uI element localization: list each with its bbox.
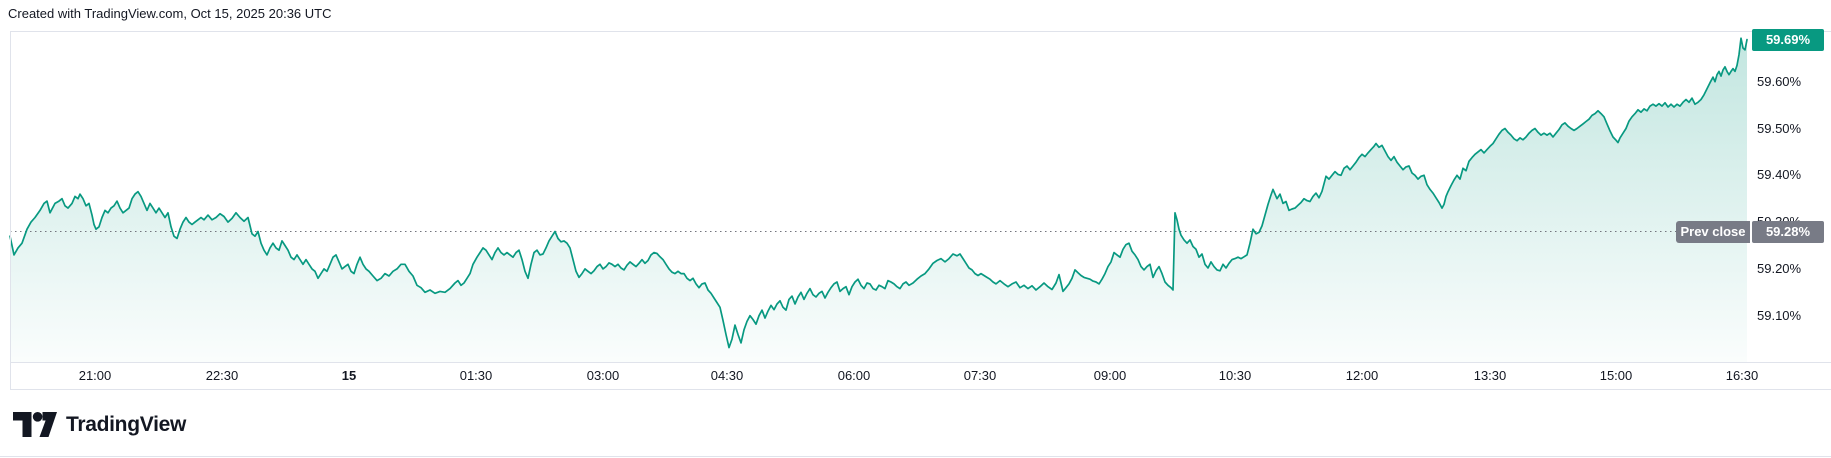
prev-close-label-badge: Prev close <box>1676 221 1750 243</box>
tradingview-logo-link[interactable]: TradingView <box>13 411 186 438</box>
x-axis-label: 16:30 <box>1725 368 1759 383</box>
price-line <box>9 37 1748 349</box>
time-axis-bottom-border <box>10 389 1831 390</box>
x-axis-label: 07:30 <box>963 368 997 383</box>
x-axis-label: 15:00 <box>1599 368 1633 383</box>
x-axis-label: 13:30 <box>1473 368 1507 383</box>
credit-text: Created with TradingView.com, Oct 15, 20… <box>8 6 332 21</box>
x-axis-label: 01:30 <box>459 368 493 383</box>
time-axis-top-border <box>10 362 1831 363</box>
x-axis-label: 15 <box>341 368 357 383</box>
y-axis-label: 59.40% <box>1757 167 1802 182</box>
pane-left-border <box>10 31 11 389</box>
x-axis-label: 10:30 <box>1218 368 1252 383</box>
area-fill <box>10 38 1747 362</box>
y-axis-label: 59.60% <box>1757 74 1802 89</box>
x-axis-label: 22:30 <box>205 368 239 383</box>
x-axis-label: 12:00 <box>1345 368 1379 383</box>
bottom-divider <box>0 456 1831 457</box>
tradingview-logo-icon <box>13 412 57 437</box>
y-axis-label: 59.10% <box>1757 308 1802 323</box>
x-axis-label: 06:00 <box>837 368 871 383</box>
y-axis-label: 59.20% <box>1757 261 1802 276</box>
x-axis-label: 03:00 <box>586 368 620 383</box>
x-axis-label: 09:00 <box>1093 368 1127 383</box>
brand-wordmark: TradingView <box>66 413 187 436</box>
pane-top-border <box>10 31 1831 32</box>
x-axis-label: 04:30 <box>710 368 744 383</box>
prev-close-value-badge: 59.28% <box>1752 221 1824 243</box>
last-value-badge: 59.69% <box>1752 29 1824 51</box>
y-axis-label: 59.50% <box>1757 121 1802 136</box>
x-axis-label: 21:00 <box>78 368 112 383</box>
